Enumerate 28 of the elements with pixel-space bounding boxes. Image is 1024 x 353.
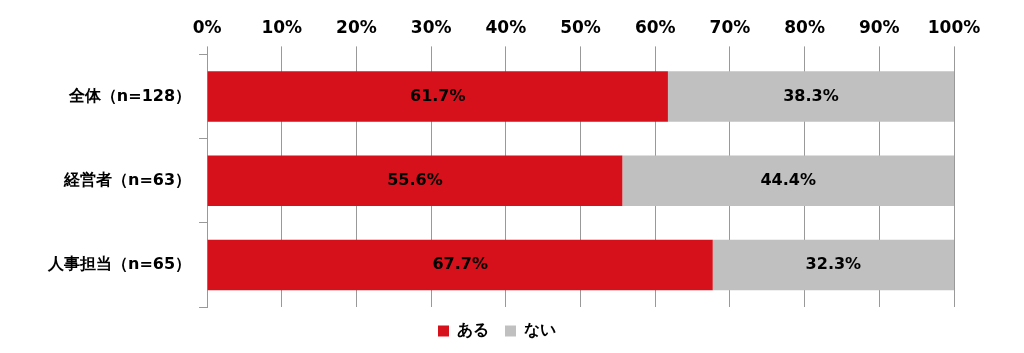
x-tick-label: 80% xyxy=(784,16,825,37)
x-tick-label: 20% xyxy=(336,16,377,37)
data-label: 44.4% xyxy=(760,169,816,189)
data-label: 38.3% xyxy=(783,85,839,105)
bar xyxy=(622,155,954,206)
bar xyxy=(207,155,623,206)
bar xyxy=(667,71,954,122)
x-tick-label: 100% xyxy=(927,16,981,37)
data-label: 32.3% xyxy=(805,254,862,274)
data-label: 55.6% xyxy=(387,169,443,189)
x-tick-label: 60% xyxy=(634,16,676,37)
bar xyxy=(207,239,713,291)
x-tick-label: 10% xyxy=(261,16,303,37)
bar xyxy=(712,239,954,291)
y-tick-label: 人事担当（n=65） xyxy=(47,254,192,274)
data-label: 67.7% xyxy=(432,254,488,274)
legend-label: ない xyxy=(524,320,556,340)
x-tick-label: 0% xyxy=(192,16,222,37)
x-tick-label: 70% xyxy=(709,16,751,37)
bar xyxy=(207,71,668,122)
x-tick-label: 40% xyxy=(485,16,527,37)
x-tick-label: 50% xyxy=(560,16,601,37)
x-tick-label: 30% xyxy=(410,16,452,37)
legend-label: ある xyxy=(457,320,489,340)
data-label: 61.7% xyxy=(409,85,466,105)
y-tick-label: 全体（n=128） xyxy=(67,85,192,105)
x-tick-label: 90% xyxy=(858,16,900,37)
y-tick-label: 経営者（n=63） xyxy=(63,169,192,189)
